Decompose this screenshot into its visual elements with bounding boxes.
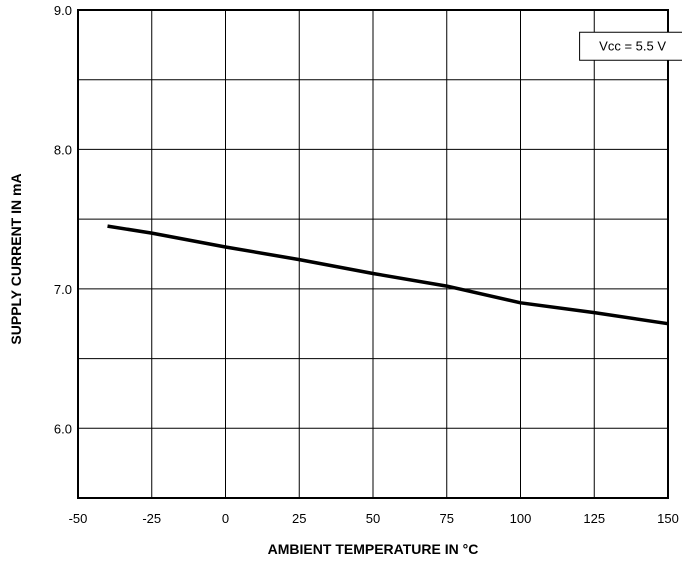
x-axis-title: AMBIENT TEMPERATURE IN °C xyxy=(268,541,479,557)
x-tick-label: 75 xyxy=(440,511,454,526)
y-tick-label: 6.0 xyxy=(54,421,72,436)
plot-frame xyxy=(77,9,669,499)
x-tick-label: 125 xyxy=(583,511,605,526)
series-group xyxy=(107,224,669,326)
x-tick-label: 25 xyxy=(292,511,306,526)
x-tick-label: 0 xyxy=(222,511,229,526)
x-tick-label: -25 xyxy=(142,511,161,526)
x-tick-label: 100 xyxy=(510,511,532,526)
y-tick-label: 9.0 xyxy=(54,3,72,18)
series-line xyxy=(107,224,669,326)
annotation-group: Vcc = 5.5 V xyxy=(579,31,682,61)
y-tick-label: 8.0 xyxy=(54,142,72,157)
annotation-text: Vcc = 5.5 V xyxy=(599,39,666,54)
y-tick-labels: 6.0 7.0 8.0 9.0 xyxy=(54,3,72,436)
x-tick-label: -50 xyxy=(69,511,88,526)
x-tick-labels: -50 -25 0 25 50 75 100 125 150 xyxy=(69,511,679,526)
x-tick-label: 150 xyxy=(657,511,679,526)
grid-lines xyxy=(77,9,669,499)
x-tick-label: 50 xyxy=(366,511,380,526)
y-axis-title: SUPPLY CURRENT IN mA xyxy=(8,173,24,344)
annotation-box xyxy=(579,31,682,61)
y-tick-label: 7.0 xyxy=(54,282,72,297)
